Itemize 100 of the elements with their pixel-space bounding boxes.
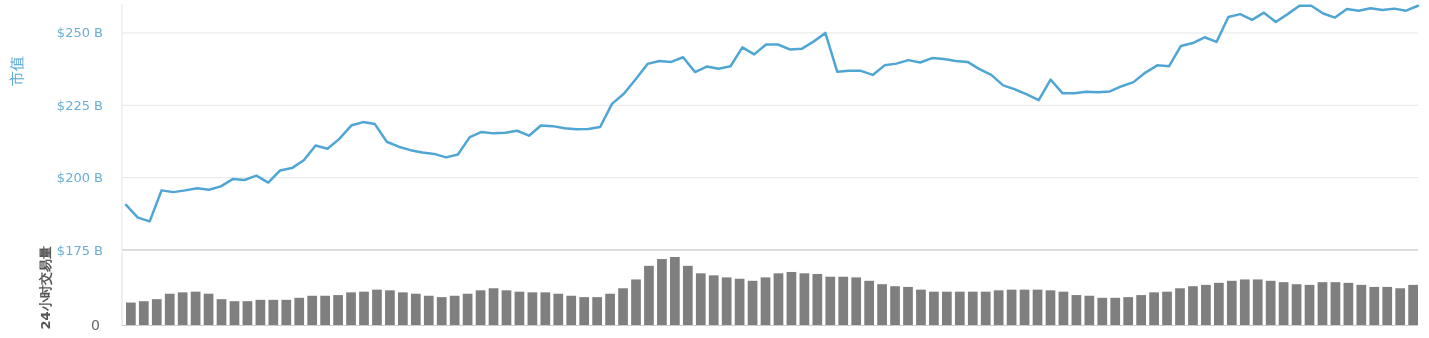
bar xyxy=(695,273,706,325)
bar xyxy=(410,293,421,325)
bar xyxy=(760,277,771,325)
bar xyxy=(980,291,991,325)
bar xyxy=(1097,297,1108,325)
y-tick-label: $200 B xyxy=(56,170,103,186)
bar xyxy=(333,295,343,325)
bar xyxy=(177,292,188,325)
bar xyxy=(657,259,667,325)
bar xyxy=(1239,279,1250,325)
bar xyxy=(1343,282,1354,325)
y-axis-title: 24小时交易量 xyxy=(38,246,53,330)
bar xyxy=(1252,279,1263,325)
bar xyxy=(942,291,952,325)
bar xyxy=(138,301,149,325)
bar xyxy=(540,292,551,325)
bar xyxy=(1188,286,1198,325)
bar xyxy=(216,299,227,325)
bar xyxy=(812,274,823,325)
bar xyxy=(592,297,602,325)
y-tick-label: $250 B xyxy=(56,25,103,41)
bar xyxy=(708,275,719,325)
bar xyxy=(1226,280,1237,325)
bar xyxy=(1291,284,1302,325)
bar xyxy=(449,295,460,325)
bar xyxy=(631,279,641,325)
bar xyxy=(877,284,887,325)
bar xyxy=(1201,284,1211,325)
bar xyxy=(126,302,136,325)
bar xyxy=(255,299,266,325)
bar xyxy=(670,257,680,325)
bar xyxy=(527,292,538,325)
bar xyxy=(1084,295,1095,325)
bar xyxy=(462,293,473,325)
bar xyxy=(488,288,499,325)
bar xyxy=(721,277,732,325)
bar xyxy=(164,293,175,325)
bar xyxy=(242,301,253,325)
bar xyxy=(501,290,512,325)
bar xyxy=(1369,286,1380,325)
bar xyxy=(1162,291,1172,325)
bar xyxy=(1356,284,1367,325)
bar xyxy=(644,265,654,325)
bar xyxy=(734,278,745,325)
bar xyxy=(890,286,900,325)
y-tick-label: $175 B xyxy=(56,242,103,258)
bar xyxy=(1330,282,1341,325)
bar xyxy=(320,295,330,325)
bar xyxy=(1278,282,1289,325)
line-series xyxy=(124,4,1420,223)
y-axis-title: 市值 xyxy=(8,55,26,86)
bar xyxy=(851,277,862,325)
bar xyxy=(436,297,447,325)
text: 0 xyxy=(91,316,100,333)
bar xyxy=(993,290,1004,325)
bar xyxy=(385,290,395,325)
bar xyxy=(682,265,693,325)
bar xyxy=(566,295,577,325)
bar xyxy=(1149,292,1159,325)
bar xyxy=(229,301,240,325)
bar xyxy=(799,273,810,325)
bar xyxy=(281,299,292,325)
bar xyxy=(1123,297,1134,325)
bar xyxy=(475,290,486,325)
bar xyxy=(1019,289,1030,325)
bar xyxy=(903,286,913,325)
bar xyxy=(1265,280,1276,325)
bar xyxy=(954,291,965,325)
bar xyxy=(1395,288,1406,325)
bar xyxy=(307,295,318,325)
bar xyxy=(579,297,590,325)
bar xyxy=(346,292,356,325)
bar xyxy=(773,273,784,325)
bar xyxy=(929,291,939,325)
bar xyxy=(1304,284,1315,325)
bar xyxy=(1032,289,1043,325)
bar xyxy=(1071,295,1082,325)
bar xyxy=(747,280,758,325)
bar xyxy=(838,276,849,325)
bar xyxy=(967,291,978,325)
bar xyxy=(864,280,874,325)
bar xyxy=(825,276,836,325)
bar xyxy=(1110,297,1121,325)
bar xyxy=(1214,282,1224,325)
bar xyxy=(1136,295,1146,325)
bar xyxy=(268,299,279,325)
bar xyxy=(618,288,628,325)
bar xyxy=(514,291,525,325)
bar xyxy=(916,289,926,325)
bar xyxy=(151,299,162,325)
bar xyxy=(359,291,369,325)
bar xyxy=(398,292,408,325)
bar xyxy=(423,295,434,325)
bar xyxy=(294,297,305,325)
bar xyxy=(1006,289,1017,325)
bar xyxy=(786,271,797,325)
bar xyxy=(605,293,615,325)
bar xyxy=(1175,288,1185,325)
bar xyxy=(372,289,382,325)
bar xyxy=(1058,291,1069,325)
